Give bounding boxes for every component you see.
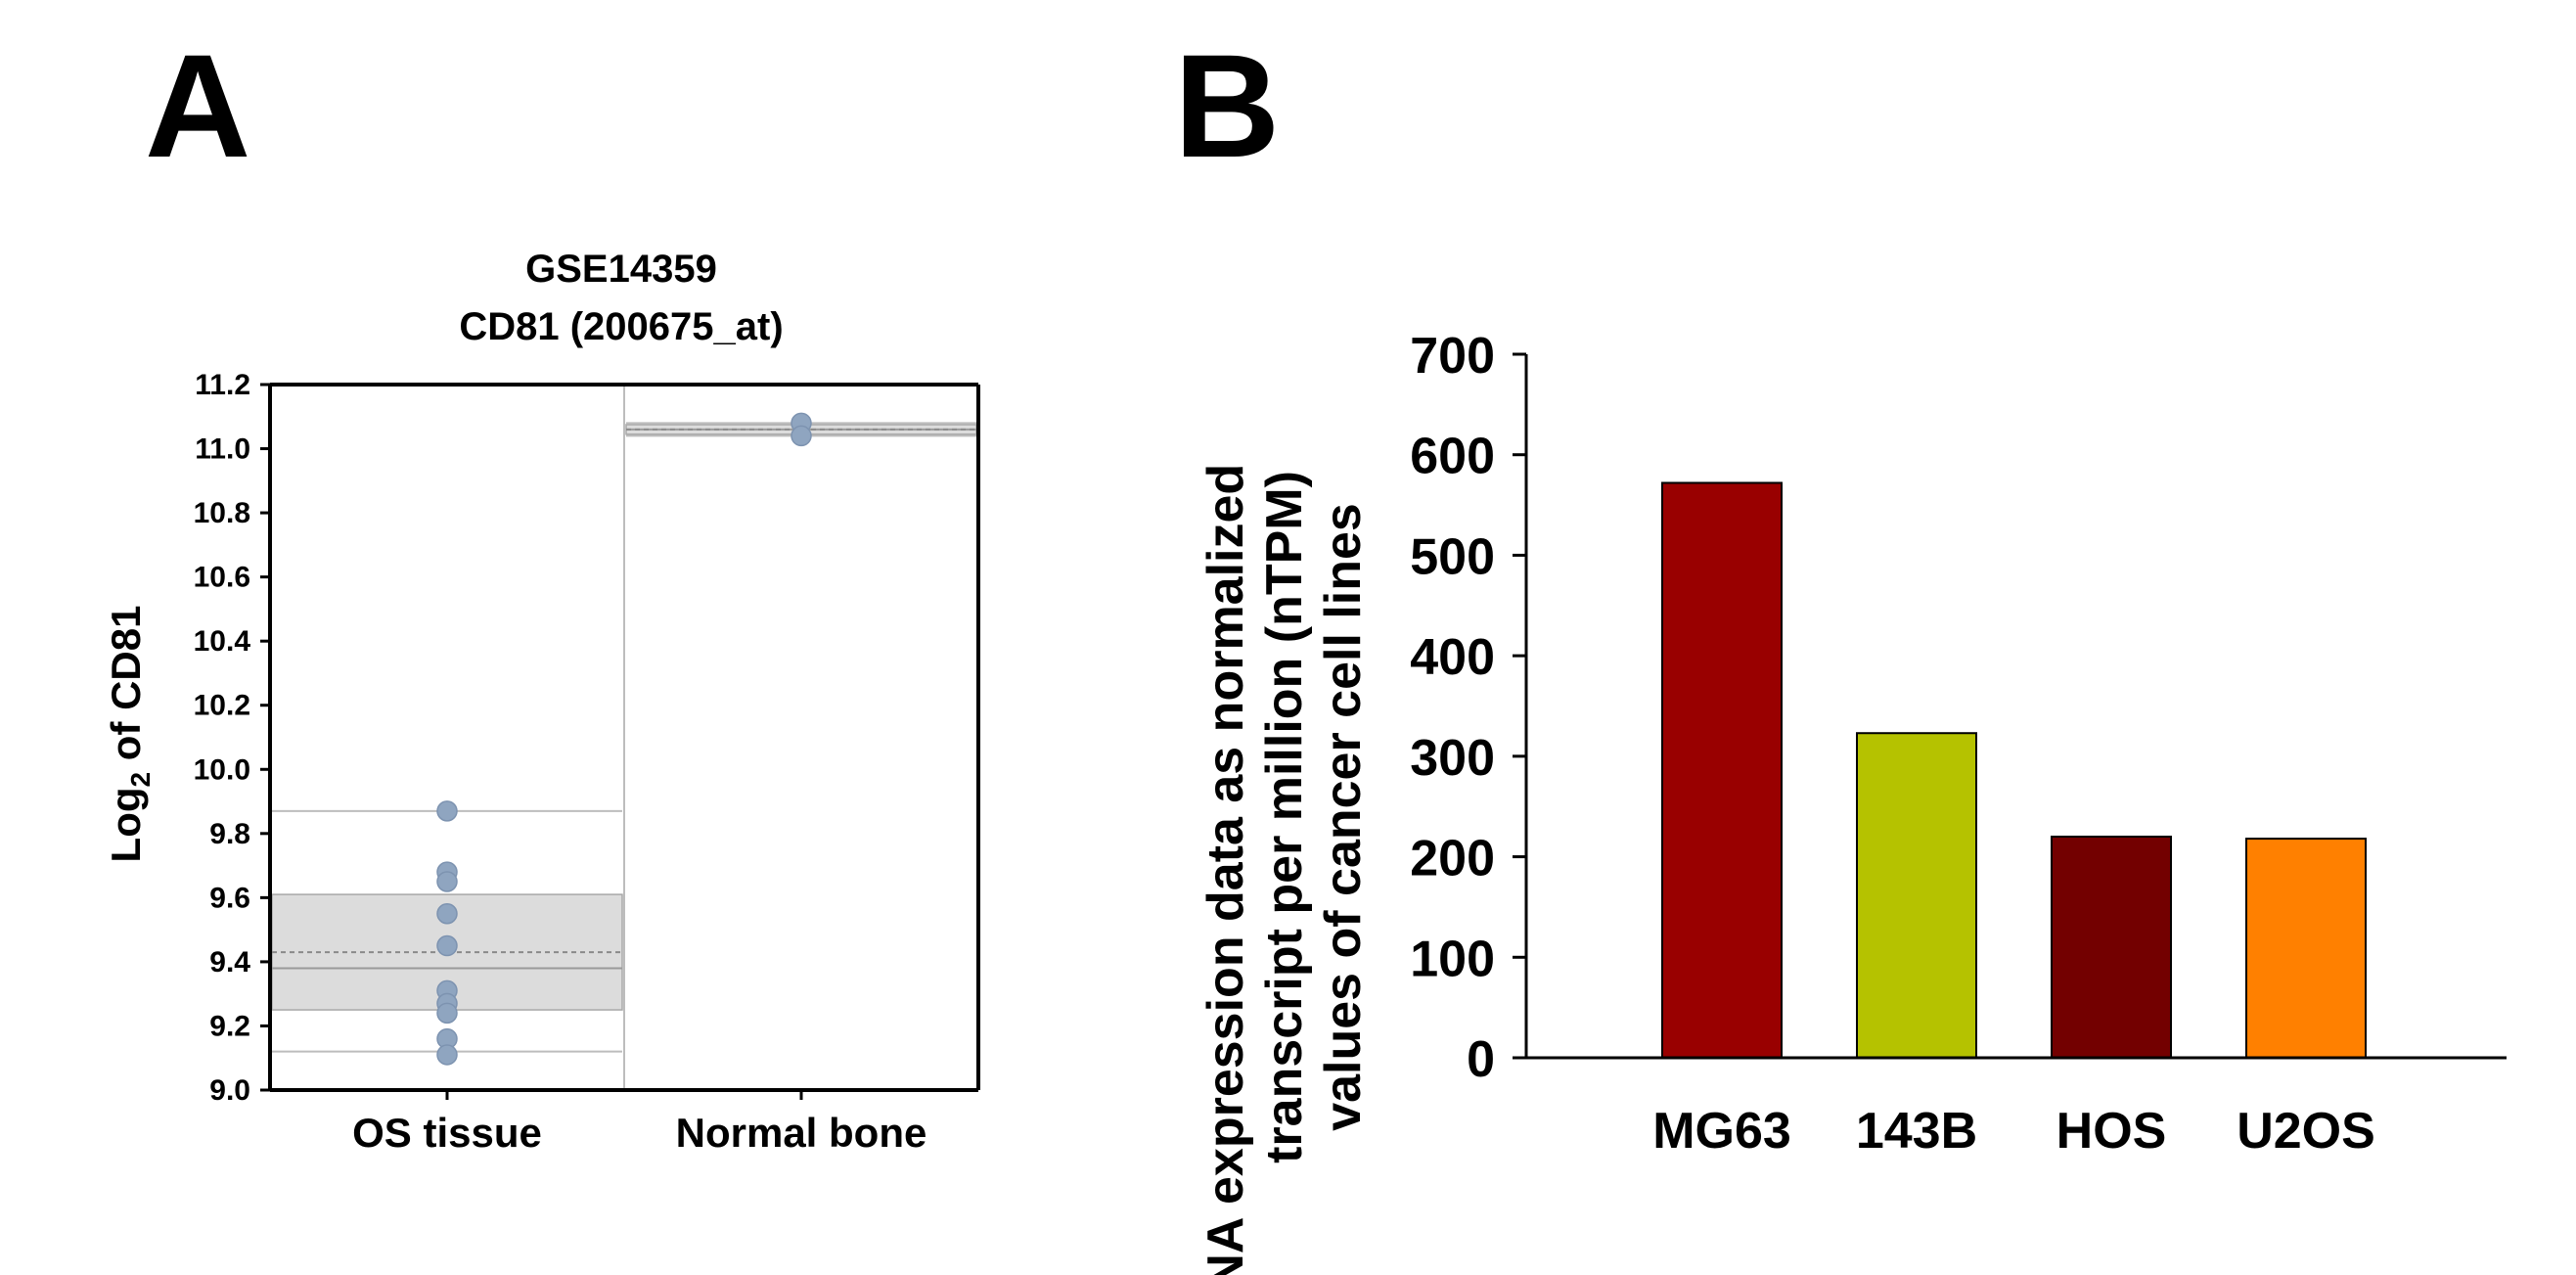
chart-b-ylabel: RNA expression data as normalized transc…: [1198, 464, 1372, 1275]
chart-a-xtick-label-1: Normal bone: [676, 1110, 927, 1156]
chart-a-point-1-1: [791, 425, 812, 447]
chart-a-ytick-label-4: 9.8: [209, 818, 250, 850]
panel-b-chart: RNA expression data as normalized transc…: [1198, 328, 2507, 1275]
chart-b-ytick-label-1: 100: [1410, 931, 1495, 987]
chart-a-point-0-9: [436, 1044, 458, 1066]
chart-b-ytick-label-2: 200: [1410, 831, 1495, 888]
chart-b-bar-u2os: [2245, 838, 2367, 1060]
chart-b-xtick-label-3: U2OS: [2237, 1103, 2375, 1160]
panel-a-label: A: [145, 23, 250, 188]
chart-b-xtick-label-0: MG63: [1652, 1103, 1791, 1160]
chart-b-ytick-label-0: 0: [1467, 1031, 1495, 1088]
chart-a-ytick-label-7: 10.4: [194, 625, 251, 658]
chart-b-xtick-label-1: 143B: [1856, 1103, 1977, 1160]
chart-b-bar-hos: [2051, 836, 2172, 1059]
chart-b-ytick-label-3: 300: [1410, 730, 1495, 787]
chart-a-title-line1: GSE14359: [525, 248, 717, 291]
chart-a-point-0-2: [436, 871, 458, 892]
chart-a-point-0-7: [436, 1002, 458, 1025]
chart-a-ytick-label-8: 10.6: [194, 562, 250, 594]
chart-a-point-0-4: [436, 934, 458, 957]
chart-b-bar-mg63: [1661, 481, 1783, 1059]
chart-a-ytick-label-9: 10.8: [194, 497, 250, 529]
chart-a-ytick-label-11: 11.2: [195, 369, 250, 401]
chart-a-ytick-label-5: 10.0: [194, 753, 250, 786]
chart-a-ylabel: Log2 of CD81: [103, 606, 156, 863]
chart-b-ylabel-line2: transcript per million (nTPM): [1256, 471, 1313, 1163]
chart-a-title-line2: CD81 (200675_at): [459, 305, 783, 348]
chart-b-bar-143b: [1856, 732, 1977, 1059]
chart-b-ytick-label-5: 500: [1410, 528, 1495, 585]
chart-b-ylabel-line1: RNA expression data as normalized: [1198, 464, 1254, 1275]
chart-a-ytick-label-0: 9.0: [209, 1074, 250, 1107]
chart-b-ylabel-line3: values of cancer cell lines: [1315, 503, 1372, 1131]
panel-a-chart: GSE14359 CD81 (200675_at) Log2 of CD81 9…: [103, 248, 980, 1156]
chart-a-point-0-3: [436, 903, 458, 925]
chart-b-ytick-label-7: 700: [1410, 328, 1495, 385]
chart-a-xtick-label-0: OS tissue: [352, 1110, 542, 1156]
chart-a-ytick-label-2: 9.4: [209, 946, 250, 979]
chart-a-ytick-label-3: 9.6: [209, 882, 250, 914]
chart-a-ytick-label-10: 11.0: [195, 433, 250, 466]
chart-a-ytick-label-1: 9.2: [209, 1010, 250, 1042]
chart-b-xtick-label-2: HOS: [2056, 1103, 2167, 1160]
chart-a-point-0-0: [436, 800, 458, 822]
chart-b-ytick-label-4: 400: [1410, 629, 1495, 686]
chart-a-ytick-label-6: 10.2: [194, 690, 250, 722]
chart-b-ytick-label-6: 600: [1410, 429, 1495, 485]
panel-b-label: B: [1174, 23, 1280, 188]
